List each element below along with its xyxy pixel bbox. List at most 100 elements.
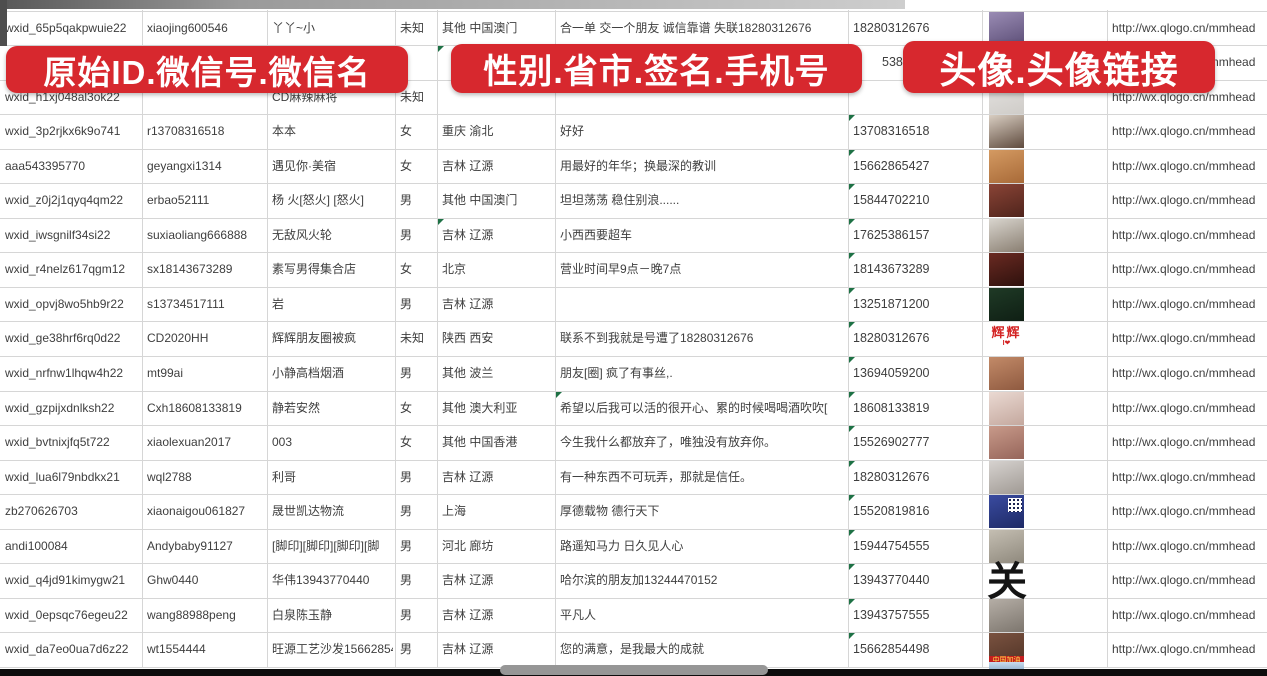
cell-wechat-name[interactable]: 静若安然 [272, 400, 321, 415]
cell-signature[interactable]: 朋友[圈] 疯了有事丝,. [560, 366, 673, 380]
cell-province-city[interactable]: 上海 [442, 504, 467, 519]
avatar-image[interactable] [989, 115, 1024, 149]
cell-avatar-link[interactable]: http://wx.qlogo.cn/mmhead [1112, 435, 1256, 450]
cell-gender[interactable]: 男 [400, 607, 413, 622]
cell-gender[interactable]: 男 [400, 538, 413, 553]
cell-wechat-id[interactable]: suxiaoliang666888 [147, 227, 248, 242]
cell-original-id[interactable]: aaa543395770 [5, 158, 86, 173]
cell-avatar-link[interactable]: http://wx.qlogo.cn/mmhead [1112, 227, 1256, 242]
cell-gender[interactable]: 男 [400, 469, 413, 484]
cell-province-city[interactable]: 吉林 辽源 [442, 607, 494, 622]
cell-original-id[interactable]: wxid_da7eo0ua7d6z22 [5, 642, 129, 657]
cell-signature[interactable] [560, 287, 846, 322]
avatar-image[interactable] [989, 426, 1024, 460]
cell-phone-number[interactable]: 18280312676 [853, 331, 930, 346]
cell-province-city[interactable]: 其他 中国香港 [442, 435, 518, 450]
cell-original-id[interactable]: wxid_bvtnixjfq5t722 [5, 435, 110, 450]
avatar-image[interactable]: 中国加油 [989, 633, 1024, 667]
cell-province-city[interactable]: 河北 廊坊 [442, 538, 494, 553]
cell-wechat-name[interactable]: 利哥 [272, 469, 297, 484]
cell-wechat-id[interactable]: mt99ai [147, 366, 184, 380]
cell-gender[interactable]: 男 [400, 573, 413, 588]
cell-province-city[interactable]: 北京 [442, 262, 467, 277]
cell-gender[interactable]: 女 [400, 124, 413, 139]
avatar-image[interactable] [989, 495, 1024, 529]
avatar-image[interactable]: 关 [987, 558, 1027, 606]
cell-wechat-id[interactable]: r13708316518 [147, 124, 225, 139]
cell-gender[interactable]: 男 [400, 296, 413, 311]
cell-wechat-name[interactable]: 无敌风火轮 [272, 227, 333, 242]
cell-avatar-link[interactable]: http://wx.qlogo.cn/mmhead [1112, 193, 1256, 208]
cell-phone-number[interactable]: 15526902777 [853, 435, 930, 450]
cell-wechat-id[interactable]: xiaojing600546 [147, 20, 228, 35]
cell-signature[interactable]: 好好 [560, 124, 585, 139]
cell-signature[interactable]: 联系不到我就是号遭了18280312676 [560, 331, 754, 346]
cell-wechat-name[interactable]: 本本 [272, 124, 297, 139]
cell-signature[interactable]: 小西西要超车 [560, 227, 633, 242]
cell-gender[interactable]: 男 [400, 227, 413, 242]
cell-original-id[interactable]: wxid_h1xj048al3ok22 [5, 89, 120, 104]
cell-avatar-link[interactable]: http://wx.qlogo.cn/mmhead [1112, 296, 1256, 311]
cell-wechat-name[interactable]: 华伟13943770440 [272, 573, 370, 588]
cell-province-city[interactable]: 其他 中国澳门 [442, 193, 518, 208]
cell-wechat-name[interactable]: [脚印][脚印][脚印][脚 [272, 538, 380, 553]
avatar-image[interactable] [989, 460, 1024, 494]
avatar-image[interactable]: 辉辉 I❤ [989, 322, 1024, 356]
cell-original-id[interactable]: wxid_r4nelz617qgm12 [5, 262, 126, 277]
avatar-image[interactable] [989, 218, 1024, 252]
cell-phone-number[interactable]: 13943757555 [853, 607, 930, 622]
cell-avatar-link[interactable]: http://wx.qlogo.cn/mmhead [1112, 642, 1256, 657]
cell-original-id[interactable]: wxid_nrfnw1lhqw4h22 [5, 366, 124, 380]
cell-wechat-name[interactable]: 白泉陈玉静 [272, 607, 333, 622]
cell-gender[interactable]: 男 [400, 193, 413, 208]
cell-original-id[interactable]: wxid_65p5qakpwuie22 [5, 20, 127, 35]
cell-wechat-name[interactable]: 岩 [272, 296, 285, 311]
cell-wechat-name[interactable]: 辉辉朋友圈被疯 [272, 331, 357, 346]
cell-avatar-link[interactable]: http://wx.qlogo.cn/mmhead [1112, 573, 1256, 588]
cell-gender[interactable]: 女 [400, 262, 413, 277]
cell-wechat-id[interactable]: geyangxi1314 [147, 158, 222, 173]
cell-avatar-link[interactable]: http://wx.qlogo.cn/mmhead [1112, 331, 1256, 346]
cell-signature[interactable]: 路遥知马力 日久见人心 [560, 538, 684, 553]
cell-phone-number[interactable]: 18280312676 [853, 469, 930, 484]
cell-original-id[interactable]: wxid_q4jd91kimygw21 [5, 573, 126, 588]
cell-wechat-id[interactable]: erbao52111 [147, 193, 210, 208]
cell-phone-number[interactable]: 13943770440 [853, 573, 930, 588]
cell-wechat-id[interactable]: xiaonaigou061827 [147, 504, 246, 519]
cell-wechat-name[interactable]: 003 [272, 435, 293, 450]
cell-wechat-id[interactable]: CD2020HH [147, 331, 209, 346]
cell-phone-number[interactable]: 17625386157 [853, 227, 930, 242]
avatar-image[interactable] [989, 357, 1024, 390]
cell-avatar-link[interactable]: http://wx.qlogo.cn/mmhead [1112, 89, 1256, 104]
cell-phone-number[interactable]: 15662854498 [853, 642, 930, 657]
cell-wechat-name[interactable]: CD麻辣麻将 [272, 89, 338, 104]
avatar-image[interactable] [989, 11, 1024, 45]
avatar-image[interactable] [989, 184, 1024, 218]
cell-wechat-id[interactable]: wt1554444 [147, 642, 206, 657]
cell-wechat-id[interactable]: Andybaby91127 [147, 538, 233, 553]
cell-gender[interactable]: 未知 [400, 89, 425, 104]
cell-wechat-name[interactable]: 小静高档烟酒 [272, 366, 345, 380]
cell-original-id[interactable]: wxid_0epsqc76egeu22 [5, 607, 128, 622]
cell-phone-number[interactable]: 15944754555 [853, 538, 930, 553]
cell-phone-number[interactable]: 5386 [882, 55, 910, 70]
cell-signature[interactable]: 今生我什么都放弃了，唯独没有放弃你。 [560, 435, 777, 450]
cell-avatar-link[interactable]: http://wx.qlogo.cn/mmhead [1112, 469, 1256, 484]
cell-avatar-link[interactable]: http://wx.qlogo.cn/mmhead [1112, 504, 1256, 519]
cell-phone-number[interactable]: 18608133819 [853, 400, 930, 415]
cell-phone-number[interactable]: 13694059200 [853, 366, 930, 380]
avatar-image-partial-next-row[interactable] [989, 662, 1024, 671]
cell-wechat-name[interactable]: 丫丫~小 [272, 20, 316, 35]
cell-phone-number[interactable]: 15520819816 [853, 504, 930, 519]
cell-phone-number[interactable]: 13251871200 [853, 296, 930, 311]
cell-original-id[interactable]: wxid_gzpijxdnlksh22 [5, 400, 115, 415]
cell-phone-number[interactable]: 15844702210 [853, 193, 930, 208]
cell-original-id[interactable]: wxid_opvj8wo5hb9r22 [5, 296, 124, 311]
cell-province-city[interactable]: 陕西 西安 [442, 331, 494, 346]
avatar-image[interactable] [989, 391, 1024, 425]
cell-original-id[interactable]: wxid_iwsgnilf34si22 [5, 227, 111, 242]
cell-signature[interactable]: 坦坦荡荡 稳住别浪...... [560, 193, 680, 208]
cell-avatar-link[interactable]: http://wx.qlogo.cn/mmhead [1112, 538, 1256, 553]
cell-wechat-id[interactable]: sx18143673289 [147, 262, 233, 277]
cell-signature[interactable]: 您的满意，是我最大的成就 [560, 642, 705, 657]
